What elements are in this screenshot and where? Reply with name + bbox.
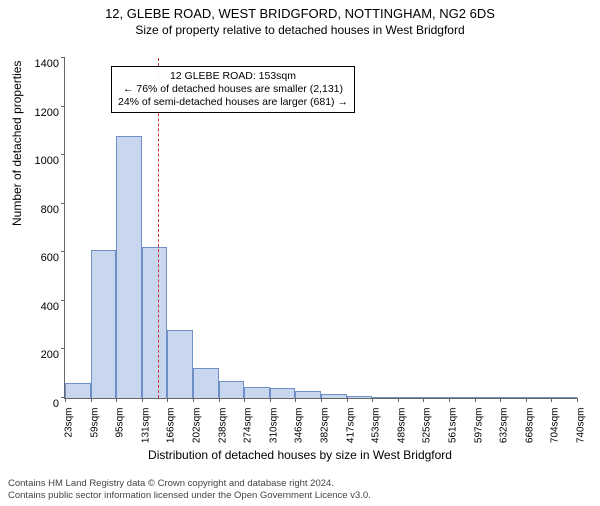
histogram-bar (167, 330, 193, 398)
x-tick-mark (372, 398, 373, 402)
x-tick-label: 632sqm (499, 408, 510, 444)
histogram-bar (270, 388, 296, 398)
x-tick-label: 131sqm (140, 408, 151, 444)
footer-line-1: Contains HM Land Registry data © Crown c… (8, 478, 371, 490)
histogram-bar (91, 250, 117, 398)
histogram-bar (295, 391, 321, 398)
x-tick-label: 202sqm (192, 408, 203, 444)
annotation-line-1: 12 GLEBE ROAD: 153sqm (118, 70, 348, 83)
annotation-line-3: 24% of semi-detached houses are larger (… (118, 96, 348, 109)
y-tick-mark (61, 57, 65, 58)
histogram-bar (116, 136, 142, 398)
x-tick-mark (500, 398, 501, 402)
x-tick-label: 489sqm (396, 408, 407, 444)
histogram-bar (526, 397, 552, 398)
y-tick-mark (61, 154, 65, 155)
y-tick-mark (61, 106, 65, 107)
x-tick-label: 561sqm (448, 408, 459, 444)
annotation-box: 12 GLEBE ROAD: 153sqm ← 76% of detached … (111, 66, 355, 113)
x-tick-mark (116, 398, 117, 402)
x-tick-mark (423, 398, 424, 402)
y-tick-mark (61, 203, 65, 204)
y-tick-label: 800 (41, 204, 65, 216)
chart-subtitle: Size of property relative to detached ho… (0, 23, 600, 37)
y-tick-label: 1000 (35, 155, 65, 167)
x-tick-mark (551, 398, 552, 402)
y-tick-label: 600 (41, 252, 65, 264)
x-tick-label: 597sqm (473, 408, 484, 444)
histogram-bar (142, 247, 168, 398)
x-tick-mark (475, 398, 476, 402)
x-tick-label: 740sqm (576, 408, 587, 444)
x-tick-mark (526, 398, 527, 402)
histogram-bar (475, 397, 501, 398)
x-tick-label: 382sqm (320, 408, 331, 444)
x-axis-label: Distribution of detached houses by size … (0, 448, 600, 462)
x-tick-mark (142, 398, 143, 402)
x-tick-label: 95sqm (115, 408, 126, 438)
histogram-bar (65, 383, 91, 398)
chart-title: 12, GLEBE ROAD, WEST BRIDGFORD, NOTTINGH… (0, 6, 600, 22)
annotation-line-2: ← 76% of detached houses are smaller (2,… (118, 83, 348, 96)
y-tick-label: 1200 (35, 107, 65, 119)
histogram-bar (423, 397, 449, 398)
histogram-bar (551, 397, 577, 398)
histogram-bar (372, 397, 398, 398)
x-tick-mark (398, 398, 399, 402)
histogram-bar (244, 387, 270, 398)
x-tick-label: 238sqm (217, 408, 228, 444)
histogram-bar (219, 381, 245, 398)
x-tick-mark (577, 398, 578, 402)
histogram-bar (500, 397, 526, 398)
x-tick-mark (295, 398, 296, 402)
footer-line-2: Contains public sector information licen… (8, 490, 371, 502)
x-tick-mark (193, 398, 194, 402)
footer-attribution: Contains HM Land Registry data © Crown c… (8, 478, 371, 502)
x-tick-label: 23sqm (64, 408, 75, 438)
y-tick-label: 200 (41, 349, 65, 361)
y-tick-mark (61, 348, 65, 349)
y-tick-mark (61, 251, 65, 252)
histogram-bar (321, 394, 347, 398)
x-tick-label: 453sqm (371, 408, 382, 444)
x-tick-label: 668sqm (524, 408, 535, 444)
x-tick-label: 166sqm (166, 408, 177, 444)
plot-area: 020040060080010001200140023sqm59sqm95sqm… (64, 58, 577, 399)
y-tick-label: 1400 (35, 58, 65, 70)
x-tick-mark (244, 398, 245, 402)
x-tick-mark (270, 398, 271, 402)
y-tick-label: 400 (41, 301, 65, 313)
x-tick-label: 346sqm (294, 408, 305, 444)
y-axis-label: Number of detached properties (10, 61, 24, 226)
x-tick-mark (321, 398, 322, 402)
x-tick-label: 310sqm (268, 408, 279, 444)
x-tick-mark (347, 398, 348, 402)
y-tick-mark (61, 300, 65, 301)
histogram-bar (347, 396, 373, 398)
histogram-bar (193, 368, 219, 398)
x-tick-mark (167, 398, 168, 402)
x-tick-label: 525sqm (422, 408, 433, 444)
x-tick-label: 59sqm (89, 408, 100, 438)
x-tick-label: 704sqm (550, 408, 561, 444)
x-tick-mark (91, 398, 92, 402)
x-tick-mark (219, 398, 220, 402)
histogram-bar (449, 397, 475, 398)
x-tick-mark (449, 398, 450, 402)
x-tick-mark (65, 398, 66, 402)
chart-container: 12, GLEBE ROAD, WEST BRIDGFORD, NOTTINGH… (0, 6, 600, 506)
x-tick-label: 417sqm (345, 408, 356, 444)
x-tick-label: 274sqm (243, 408, 254, 444)
histogram-bar (398, 397, 424, 398)
